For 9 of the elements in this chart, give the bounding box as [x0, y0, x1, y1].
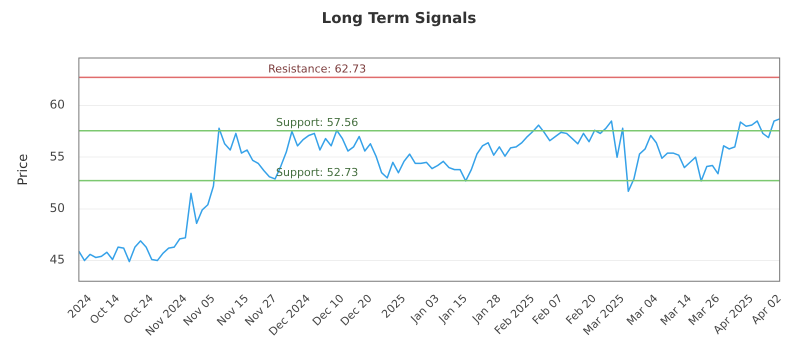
- y-tick-label: 60: [50, 98, 65, 112]
- ref-line-label: Resistance: 62.73: [268, 62, 366, 76]
- y-tick-label: 50: [50, 201, 65, 216]
- y-tick-label: 55: [50, 149, 65, 164]
- chart-title: Long Term Signals: [322, 8, 476, 27]
- ref-line-label: Support: 57.56: [276, 116, 358, 130]
- y-axis-title: Price: [16, 154, 32, 186]
- y-tick-label: 45: [50, 252, 65, 267]
- x-tick-label: Mar 04: [624, 292, 660, 328]
